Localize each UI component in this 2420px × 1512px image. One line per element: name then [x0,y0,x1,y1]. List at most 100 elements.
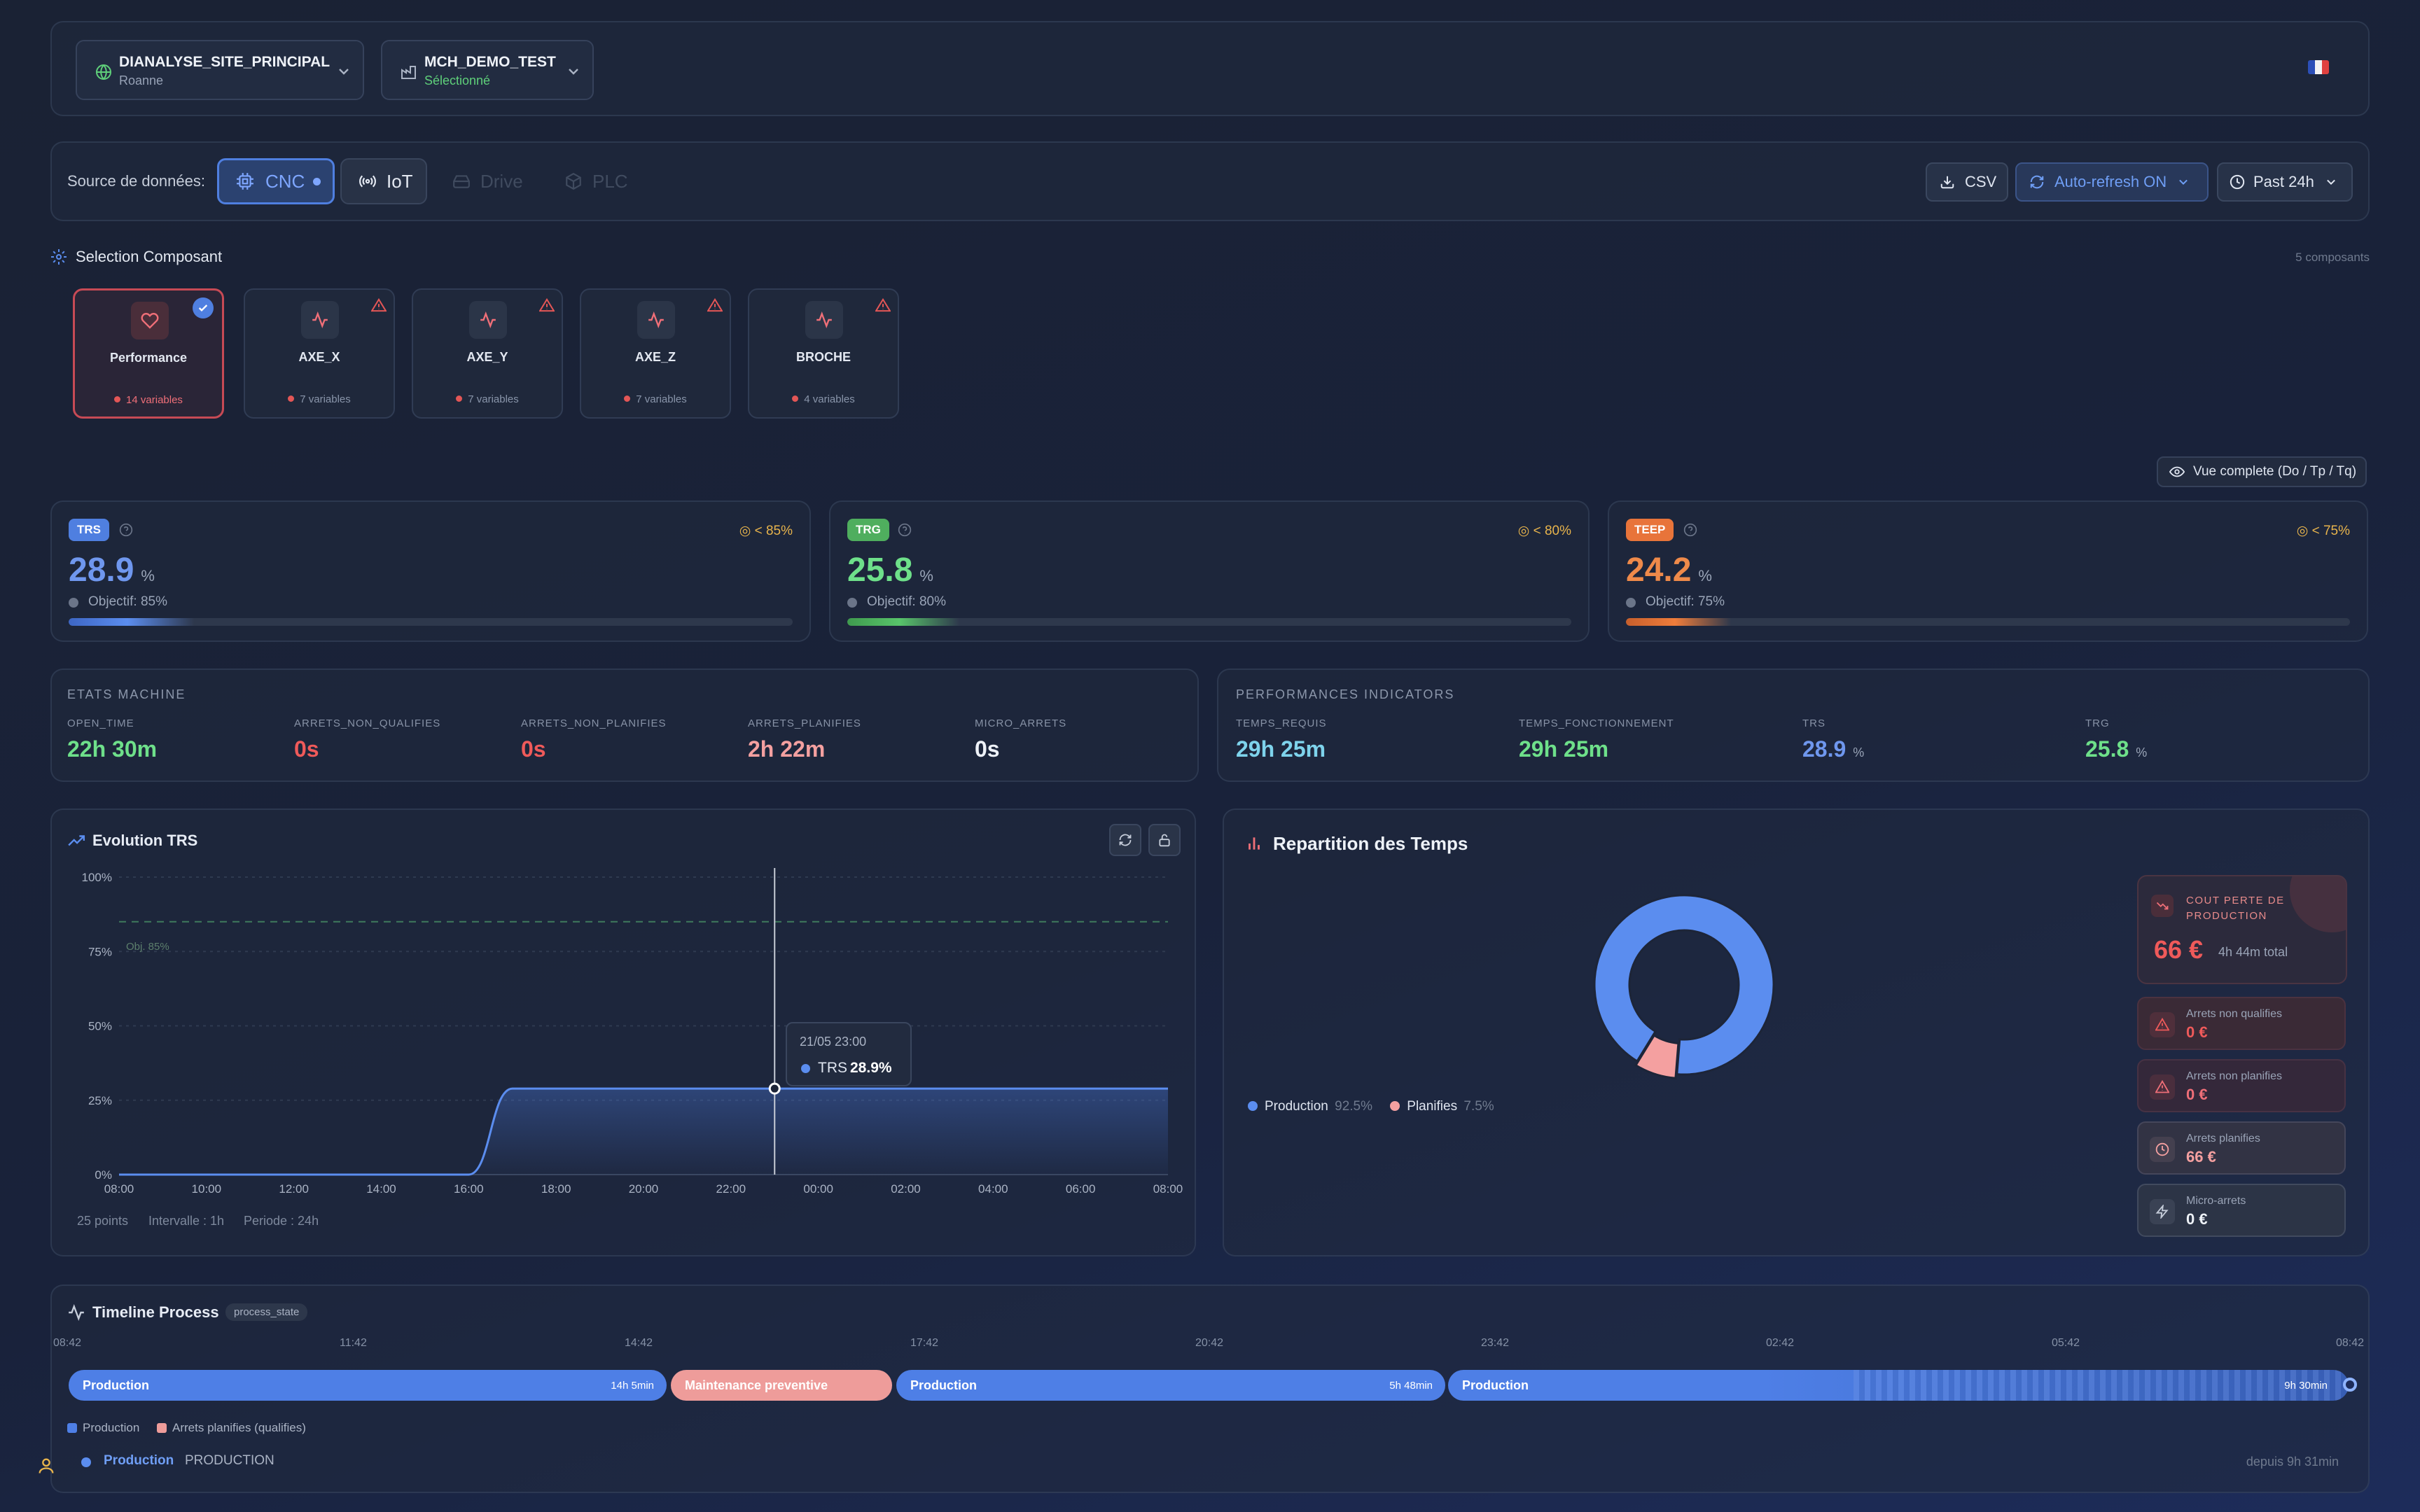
timeline-tick: 14:42 [625,1337,653,1349]
cost-value: 0 € [2186,1023,2208,1041]
component-name: AXE_Y [466,350,508,364]
kpi-progress-bar [69,618,793,626]
zap-icon [2155,1205,2169,1219]
source-tab-cnc[interactable]: CNC [217,158,335,204]
site-name: DIANALYSE_SITE_PRINCIPAL [119,54,331,70]
source-tab-drive[interactable]: Drive [447,158,538,204]
source-tab-plc[interactable]: PLC [560,158,644,204]
donut-slice-production[interactable] [1593,894,1775,1076]
indicator-label: TRG [2085,718,2110,729]
target-icon: ◎ [739,524,755,538]
period-label: Past 24h [2253,173,2314,190]
legend-swatch-production [67,1423,77,1433]
cost-card-planned: Arrets planifies 66 € [2137,1121,2346,1175]
source-label-drive: Drive [480,170,523,192]
full-view-button[interactable]: Vue complete (Do / Tp / Tq) [2157,456,2367,487]
csv-label: CSV [1965,173,1997,190]
activity-icon [648,311,664,329]
user-icon[interactable] [36,1456,56,1476]
site-selector[interactable]: DIANALYSE_SITE_PRINCIPAL Roanne [76,40,364,100]
state-value: 0s [521,736,546,762]
x-tick-label: 08:00 [1153,1182,1183,1196]
machine-status: Sélectionné [424,74,491,88]
chart-lock-button[interactable] [1148,824,1181,856]
machine-states-panel [50,668,1199,782]
timeline-tag: process_state [225,1303,308,1321]
chart-tooltip: 21/05 23:00 TRS 28.9% [786,1022,912,1086]
active-dot [313,177,321,186]
heart-icon [141,313,159,329]
legend-label-production: Production [83,1421,140,1434]
trs-line [118,1087,1168,1176]
segment-duration: 9h 30min [2284,1380,2328,1392]
kpi-badge: TRS [69,519,109,541]
timeline-tick: 05:42 [2052,1337,2080,1349]
help-circle-icon [1683,523,1697,537]
activity-icon [480,311,496,329]
legend-swatch-planned [157,1423,167,1433]
timeline-tick: 20:42 [1195,1337,1224,1349]
objective-dot [847,598,857,608]
time-distribution-donut[interactable] [1583,883,1786,1086]
trs-area-chart[interactable]: 0% 25% 50% 75% 100% Obj. 85% 08:00 10:00 12:00 14… [63,868,1190,1204]
timeline-tick: 02:42 [1766,1337,1795,1349]
timeline-segment-production-current[interactable]: Production 9h 30min [1448,1370,2349,1401]
component-card-performance[interactable]: Performance 14 variables [73,288,224,419]
kpi-threshold: ◎ < 80% [1517,524,1571,538]
target-icon: ◎ [1517,524,1534,538]
cost-label: Micro-arrets [2186,1195,2246,1207]
segment-duration: 5h 48min [1389,1380,1433,1392]
y-tick-label: 25% [88,1094,112,1107]
component-card-axe-y[interactable]: AXE_Y 7 variables [412,288,563,419]
timeline-segment-production[interactable]: Production 5h 48min [896,1370,1445,1401]
chevron-down-icon [339,69,349,75]
segment-label: Production [83,1378,149,1392]
machine-selector[interactable]: MCH_DEMO_TEST Sélectionné [381,40,594,100]
source-label-iot: IoT [387,170,413,192]
target-icon: ◎ [2296,524,2312,538]
component-icon-box [637,301,675,339]
donut-legend: Production 92.5% Planifies 7.5% [1248,1099,1494,1114]
cost-value: 0 € [2186,1210,2208,1228]
eye-icon [2169,466,2185,477]
cost-label: Arrets planifies [2186,1133,2260,1144]
radio-signal-icon [359,175,376,188]
kpi-badge: TEEP [1626,519,1674,541]
donut-slice-planifies[interactable] [1634,1034,1680,1079]
state-label: ARRETS_PLANIFIES [748,718,861,729]
export-csv-button[interactable]: CSV [1926,162,2008,202]
component-icon-box [131,302,169,340]
segment-stripes [1853,1370,2349,1401]
source-tab-iot[interactable]: IoT [340,158,427,204]
cost-icon-box [2150,1199,2175,1224]
objective-dot [1626,598,1636,608]
factory-icon [401,66,416,79]
chevron-down-icon [2179,179,2188,186]
kpi-progress-bar [1626,618,2350,626]
component-card-axe-x[interactable]: AXE_X 7 variables [244,288,395,419]
indicator-label: TEMPS_REQUIS [1236,718,1327,729]
component-card-axe-z[interactable]: AXE_Z 7 variables [580,288,731,419]
alert-triangle-icon [2155,1080,2169,1093]
timeline-segment-production[interactable]: Production 14h 5min [69,1370,667,1401]
component-card-broche[interactable]: BROCHE 4 variables [748,288,899,419]
box-icon [566,172,581,190]
globe-icon [96,64,111,80]
tooltip-series: TRS [818,1060,847,1076]
timeline-segment-maintenance[interactable]: Maintenance preventive [671,1370,892,1401]
kpi-progress-fill [847,618,1034,626]
chart-footer-points: 25 points [77,1214,129,1228]
y-tick-label: 100% [82,871,112,884]
evolution-trs-panel [50,808,1196,1256]
current-status-dot [81,1457,91,1467]
loss-title: COUT PERTE DE PRODUCTION [2186,895,2285,922]
language-flag-fr[interactable] [2308,60,2329,74]
auto-refresh-toggle[interactable]: Auto-refresh ON [2015,162,2209,202]
state-value: 2h 22m [748,736,826,762]
timeline-tick: 08:42 [53,1337,82,1349]
state-value: 0s [294,736,319,762]
component-vars: 14 variables [75,394,222,406]
period-selector[interactable]: Past 24h [2217,162,2353,202]
chart-refresh-button[interactable] [1109,824,1141,856]
warning-icon [707,298,723,312]
